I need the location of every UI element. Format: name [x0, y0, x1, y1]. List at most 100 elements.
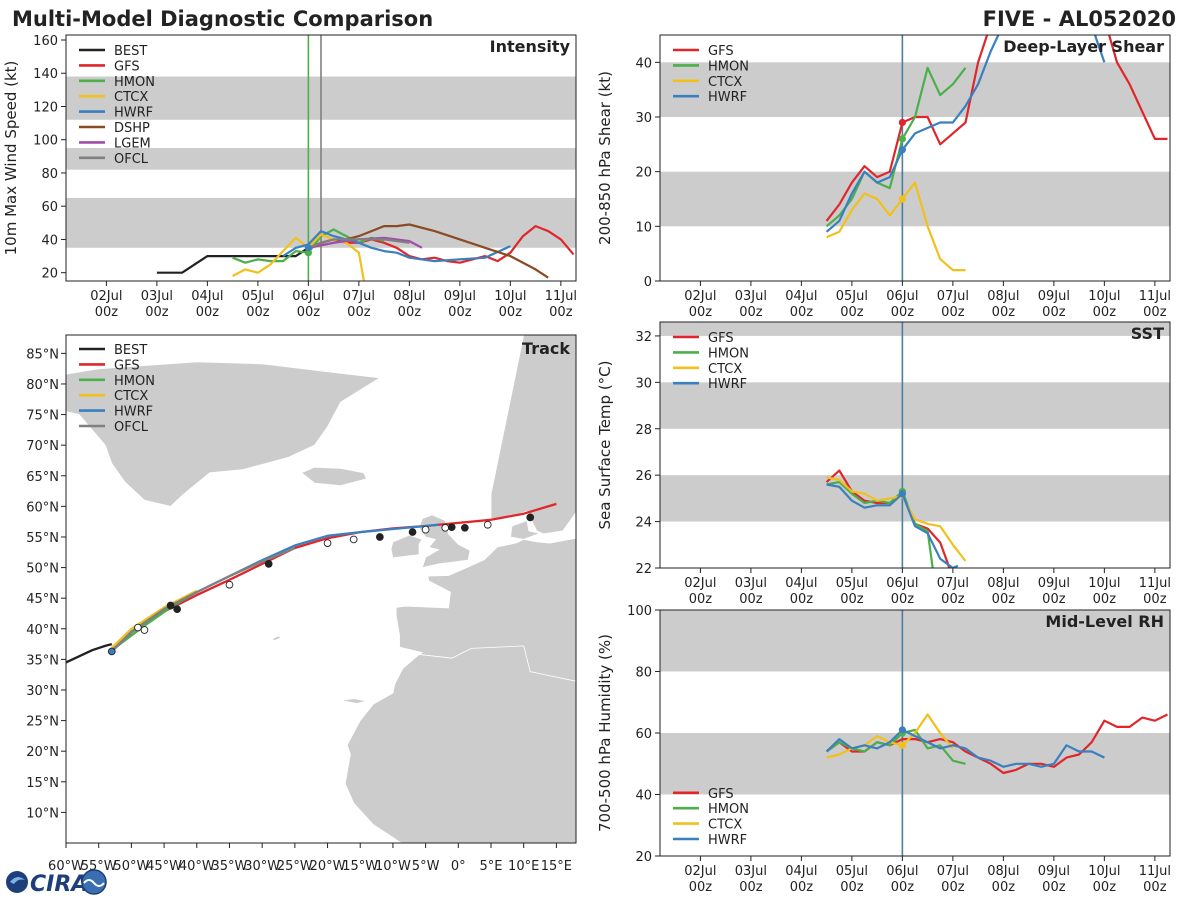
- track-xtick-label: 45°W: [146, 859, 182, 874]
- rh-series-hwrf: [825, 728, 1105, 768]
- rh-xtick-label: 05Jul: [836, 864, 868, 879]
- rh-xtick-label: 00z: [891, 880, 915, 895]
- sst-xtick-label: 07Jul: [937, 576, 969, 591]
- shear-series-hwrf: [825, 35, 1106, 233]
- track-legend-label-ofcl: OFCL: [114, 420, 149, 435]
- track-ytick-label: 30°N: [26, 684, 59, 699]
- sst-xtick-label: 03Jul: [735, 576, 767, 591]
- track-position-marker: [173, 605, 182, 614]
- shear-plot-area: [660, 35, 1170, 281]
- track-position-marker: [421, 525, 430, 534]
- track-xtick-label: 5°E: [480, 859, 503, 874]
- shear-xtick-label: 00z: [689, 305, 713, 320]
- track-position-marker: [349, 535, 358, 544]
- rh-xtick-label: 08Jul: [987, 864, 1019, 879]
- rh-marker-ctcx: [898, 741, 906, 749]
- sst-ytick-label: 28: [635, 423, 652, 438]
- track-position-marker: [375, 533, 384, 541]
- intensity-xtick-label: 08Jul: [393, 289, 425, 304]
- track-frame: [65, 334, 577, 844]
- rh-title: Mid-Level RH: [1045, 612, 1164, 631]
- track-position-marker: [447, 523, 456, 532]
- shear-marker-ctcx: [898, 195, 906, 203]
- track-xtick-label: 5°W: [412, 859, 440, 874]
- shear-ytick-label: 30: [635, 111, 652, 126]
- shear-marker-hmon: [898, 135, 906, 143]
- rh-xtick-label: 07Jul: [937, 864, 969, 879]
- rh-ytick-label: 60: [635, 727, 652, 742]
- figure-title: Multi-Model Diagnostic Comparison: [12, 7, 433, 31]
- rh-xtick-label: 09Jul: [1038, 864, 1070, 879]
- track-ytick-label: 10°N: [26, 806, 59, 821]
- land-iceland: [300, 466, 368, 487]
- intensity-plot-area: [66, 35, 576, 281]
- sst-xtick-label: 10Jul: [1088, 576, 1120, 591]
- rh-xtick-label: 10Jul: [1088, 864, 1120, 879]
- intensity-xtick-label: 00z: [549, 305, 573, 320]
- sst-band-0: [660, 475, 1170, 522]
- track-position-marker: [134, 623, 142, 632]
- sst-plot-area: [660, 322, 1170, 568]
- sst-legend-label-hwrf: HWRF: [708, 377, 747, 392]
- sst-xtick-label: 00z: [992, 592, 1016, 607]
- rh-legend-label-hwrf: HWRF: [708, 833, 747, 848]
- track-xtick-label: 30°W: [244, 859, 280, 874]
- shear-band-1: [660, 62, 1170, 117]
- shear-xtick-label: 00z: [941, 305, 965, 320]
- land-europe: [395, 537, 576, 691]
- intensity-xtick-label: 05Jul: [242, 289, 274, 304]
- sst-xtick-label: 00z: [790, 592, 814, 607]
- shear-xtick-label: 10Jul: [1088, 289, 1120, 304]
- shear-legend-label-hwrf: HWRF: [708, 90, 747, 105]
- shear-ytick-label: 40: [635, 56, 652, 71]
- rh-legend-label-hmon: HMON: [708, 802, 749, 817]
- rh-xtick-label: 02Jul: [684, 864, 716, 879]
- rh-ytick-label: 40: [635, 789, 652, 804]
- shear-series-ctcx: [826, 181, 966, 272]
- track-series-hwrf: [110, 523, 439, 653]
- track-xtick-label: 20°W: [310, 859, 346, 874]
- sst-xtick-label: 00z: [840, 592, 864, 607]
- shear-xtick-label: 00z: [840, 305, 864, 320]
- intensity-ytick-label: 20: [41, 267, 58, 282]
- intensity-xtick-label: 00z: [347, 305, 371, 320]
- track-ytick-label: 20°N: [26, 745, 59, 760]
- track-ytick-label: 55°N: [26, 531, 59, 546]
- sst-xtick-label: 00z: [739, 592, 763, 607]
- intensity-series-best: [156, 246, 310, 274]
- track-xtick-label: 35°W: [212, 859, 248, 874]
- shear-ytick-label: 10: [635, 220, 652, 235]
- shear-xtick-label: 11Jul: [1139, 289, 1171, 304]
- cira-logo: CIRA: [6, 869, 107, 897]
- rh-xtick-label: 00z: [739, 880, 763, 895]
- intensity-ytick-label: 80: [41, 167, 58, 182]
- rh-xtick-label: 00z: [992, 880, 1016, 895]
- intensity-ytick-label: 60: [41, 200, 58, 215]
- track-ytick-label: 25°N: [26, 715, 59, 730]
- intensity-xtick-label: 10Jul: [494, 289, 526, 304]
- track-ytick-label: 15°N: [26, 776, 59, 791]
- track-xtick-label: 10°E: [508, 859, 539, 874]
- logo-globe-icon: [6, 871, 28, 893]
- track-xtick-label: 0°: [451, 859, 466, 874]
- intensity-xtick-label: 00z: [448, 305, 472, 320]
- rh-marker-hwrf: [898, 726, 906, 734]
- shear-legend-label-ctcx: CTCX: [708, 75, 742, 90]
- track-xtick-label: 60°W: [48, 859, 84, 874]
- intensity-legend-label-hwrf: HWRF: [114, 106, 153, 121]
- intensity-legend-label-best: BEST: [114, 44, 147, 59]
- land-britain: [418, 514, 471, 569]
- shear-ytick-label: 20: [635, 166, 652, 181]
- shear-series-gfs: [825, 35, 1168, 222]
- rh-xtick-label: 04Jul: [785, 864, 817, 879]
- intensity-ytick-label: 40: [41, 233, 58, 248]
- rh-xtick-label: 11Jul: [1139, 864, 1171, 879]
- sst-ytick-label: 30: [635, 376, 652, 391]
- shear-band-0: [660, 171, 1170, 227]
- intensity-marker-hmon: [304, 249, 312, 257]
- sst-band-2: [660, 322, 1170, 336]
- track-ytick-label: 80°N: [26, 378, 59, 393]
- land-canaries: [340, 698, 367, 704]
- logo-wave-icon: [83, 879, 105, 887]
